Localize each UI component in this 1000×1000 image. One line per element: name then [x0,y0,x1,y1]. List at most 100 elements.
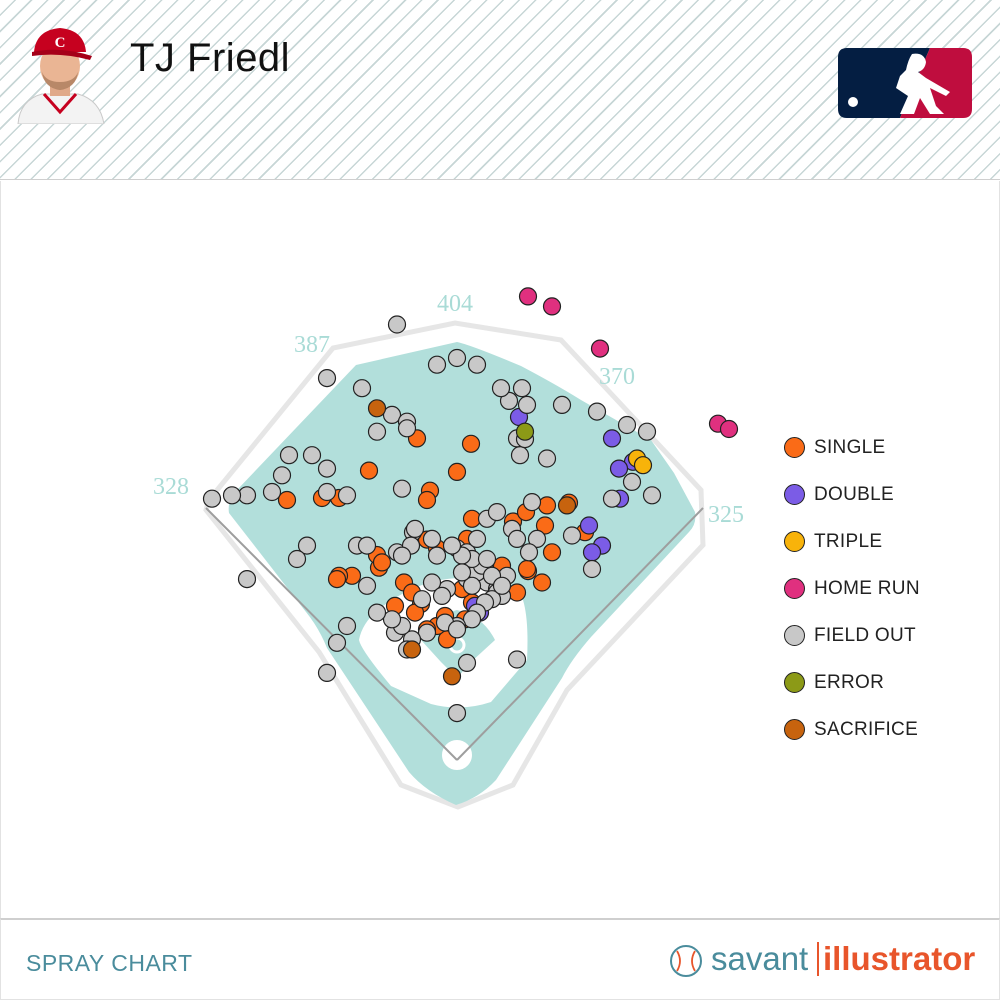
field-out-point [417,623,437,642]
field-out-point [202,489,222,508]
field-out-point [517,395,537,414]
legend-label-triple: TRIPLE [814,531,883,552]
field-out-point [447,703,467,723]
field-out-point [467,529,487,549]
field-out-point [382,405,402,424]
single-point [517,559,537,579]
field-out-point [552,395,572,414]
legend-swatch-single [784,437,805,458]
field-out-point [382,610,402,629]
field-out-point [507,650,527,669]
field-out-point [412,590,432,609]
brand-divider [817,942,819,976]
single-point [447,462,467,481]
distance-label-left-field: 328 [153,474,189,500]
field-out-point [432,586,452,606]
illustrator-wordmark: illustrator [823,940,976,977]
field-out-point [337,616,357,636]
home-run-point [518,287,538,306]
field-out-point [405,519,425,539]
legend-item-single: SINGLE [784,435,984,482]
field-out-point [262,482,282,502]
double-point [602,429,622,448]
single-point [372,553,392,572]
field-out-point [297,536,317,555]
single-point [417,490,437,510]
legend-swatch-home-run [784,578,805,599]
single-point [277,490,297,510]
legend-item-sacrifice: SACRIFICE [784,717,984,764]
legend-swatch-error [784,672,805,693]
field-out-point [587,402,607,421]
field-out-point [317,459,337,478]
field-out-point [510,446,530,465]
left-foul-line [205,507,458,761]
triple-point [633,456,653,475]
right-foul-line [456,507,704,761]
double-point [582,543,602,562]
distance-label-center: 404 [437,291,473,317]
field-out-point [487,502,507,522]
field-out-point [287,549,307,569]
field-out-point [357,576,377,595]
field-out-point [522,493,542,512]
single-point [535,516,555,535]
field-out-point [491,379,511,398]
field-out-point [427,546,447,565]
field-out-point [327,633,347,652]
distance-label-left-center: 387 [294,332,330,358]
field-out-point [512,379,532,398]
batted-ball-points [202,287,739,723]
field-out-point [367,422,387,441]
chart-footer: SPRAY CHART savant illustrator [0,918,1000,1000]
field-out-point [357,536,377,555]
single-point [461,434,481,453]
field-out-point [397,419,417,438]
home-run-point [542,297,562,316]
legend-item-error: ERROR [784,670,984,717]
legend-swatch-double [784,484,805,505]
single-point [532,573,552,592]
legend-label-field-out: FIELD OUT [814,625,916,646]
distance-label-right-center: 370 [599,364,635,390]
double-point [609,459,629,478]
chart-legend: SINGLE DOUBLE TRIPLE HOME RUN FIELD OUT ERROR… [784,435,984,764]
field-out-point [367,603,387,622]
field-out-point [392,546,412,565]
legend-label-error: ERROR [814,672,885,693]
field-out-point [387,315,407,334]
legend-label-double: DOUBLE [814,484,894,505]
chart-header: C TJ Friedl [0,0,1000,180]
baseball-icon [670,945,702,977]
field-out-point [519,543,539,562]
player-name: TJ Friedl [130,36,291,80]
field-out-point [452,563,472,582]
chart-type-title: SPRAY CHART [26,950,193,976]
field-out-point [442,536,462,555]
spray-chart-area: 328 387 404 370 325 SINGLE DOUBLE TRIPLE HO… [0,181,1000,919]
single-point [327,569,347,589]
field-out-point [582,559,602,579]
legend-swatch-sacrifice [784,719,805,740]
error-point [515,422,535,441]
field-out-point [477,549,497,569]
field-out-point [352,379,372,398]
field-out-point [237,569,257,589]
field-out-point [527,529,547,549]
field-out-point [642,486,662,505]
field-out-point [462,610,482,629]
legend-swatch-field-out [784,625,805,646]
legend-label-home-run: HOME RUN [814,578,920,599]
savant-brand: savant illustrator [669,940,989,980]
field-out-point [392,479,412,498]
player-headshot-icon: C [17,28,105,124]
legend-swatch-triple [784,531,805,552]
field-out-point [317,369,337,388]
single-point [542,543,562,562]
field-out-point [272,466,292,485]
sacrifice-point [442,667,462,686]
field-out-point [507,529,527,549]
field-out-point [337,486,357,505]
single-point [537,496,557,515]
field-out-point [537,449,557,468]
